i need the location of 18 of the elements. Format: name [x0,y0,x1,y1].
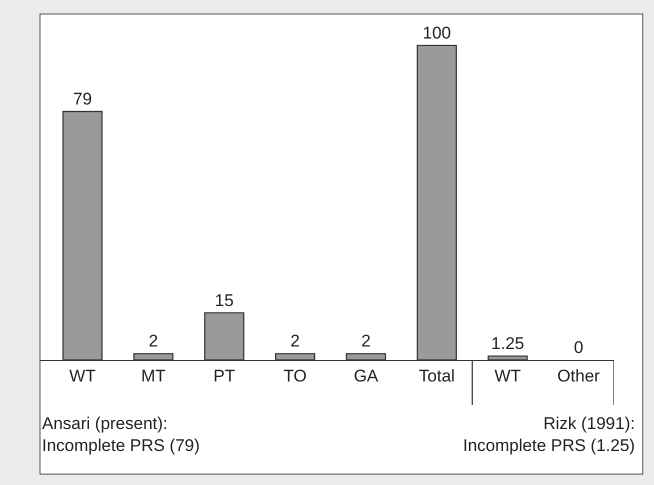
data-label: 1.25 [491,334,524,354]
data-label: 2 [148,332,158,351]
x-tick-label: TO [283,366,307,386]
x-tick-label: WT [494,366,521,386]
data-label: 2 [361,332,371,351]
text: Rizk (1991): Incomplete PRS (1.25) [463,414,635,456]
data-label: 15 [214,290,234,310]
x-tick-label: GA [354,366,379,386]
data-label: 100 [422,23,452,42]
data-label: 79 [73,90,92,109]
x-tick-label: Other [557,366,600,386]
data-label: 2 [290,332,300,351]
data-label: 0 [574,338,584,357]
x-tick-label: Total [418,366,455,386]
x-tick-label: PT [213,366,236,386]
x-tick-label: MT [141,366,166,386]
text: Ansari (present): Incomplete PRS (79) [42,414,200,456]
x-tick-label: WT [69,366,96,386]
